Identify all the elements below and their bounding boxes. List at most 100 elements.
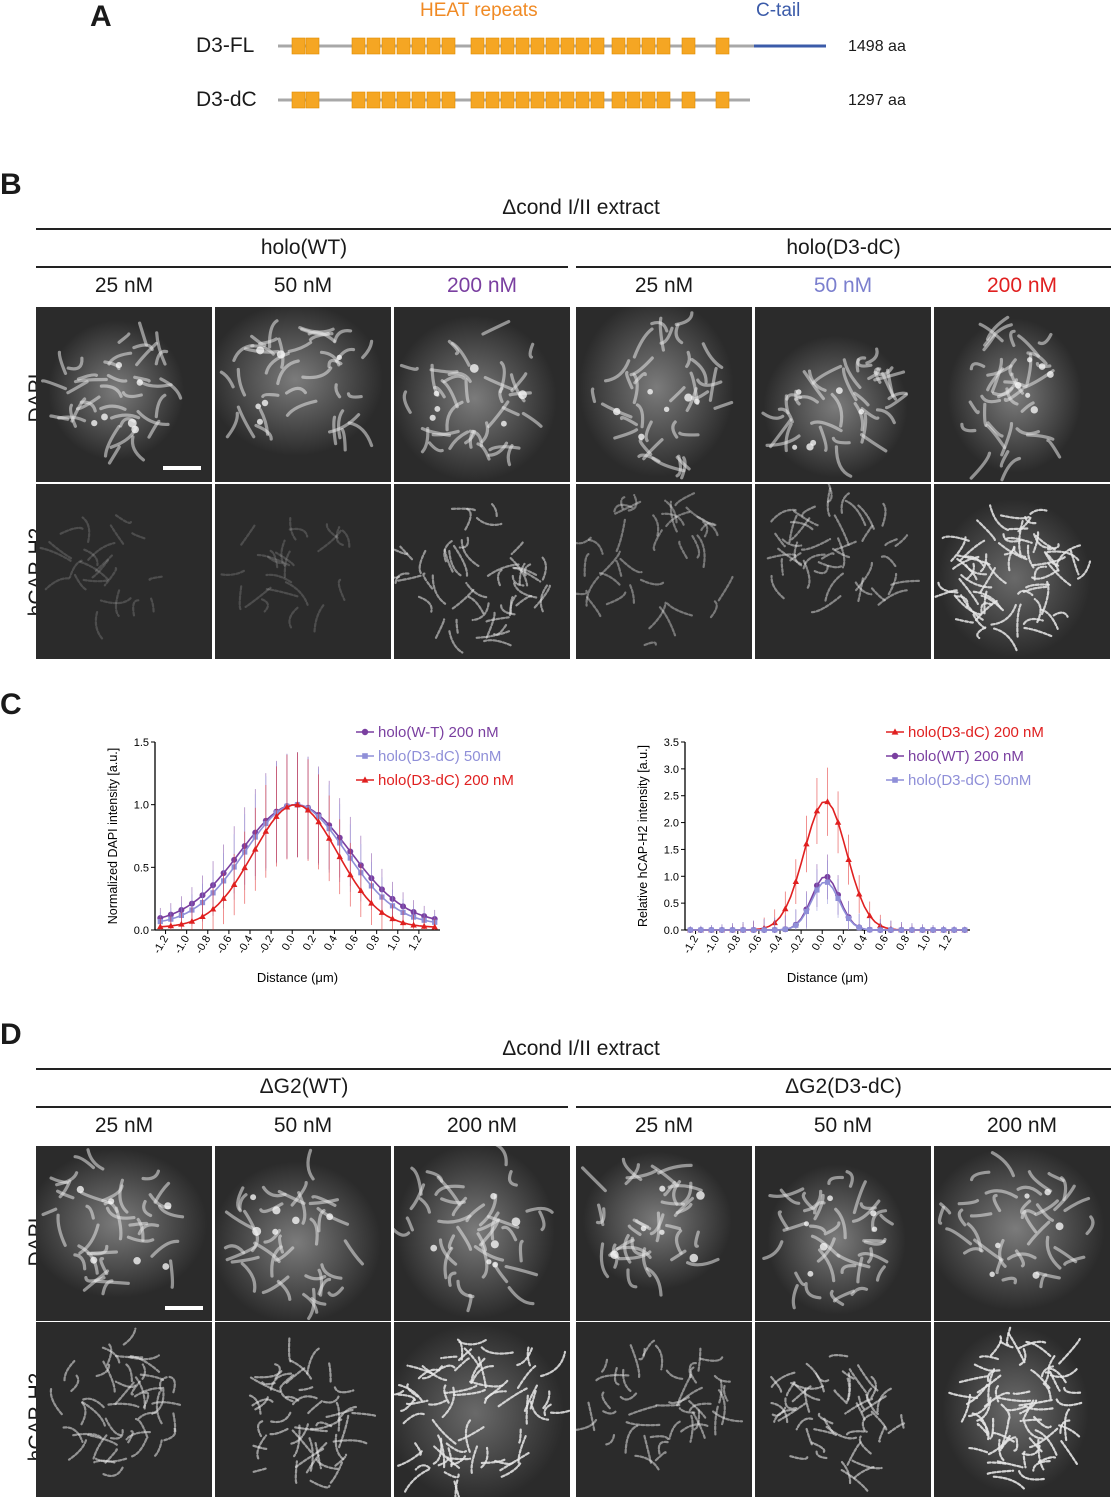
y-tick-label: 2.5 [664, 791, 679, 803]
heat-repeat-box [560, 37, 575, 55]
heat-repeat-box [381, 91, 396, 109]
b-concentration-label: 200 nM [986, 274, 1058, 297]
heat-repeats-label: HEAT repeats [420, 0, 538, 21]
y-tick-label: 0.5 [664, 898, 679, 910]
d-hcap-image [576, 1322, 752, 1497]
heat-repeat-box [305, 91, 320, 109]
panel-c-letter: C [0, 688, 22, 721]
data-point [867, 927, 873, 933]
x-tick-label: -0.6 [215, 934, 235, 956]
legend-entry: holo(WT) 200 nM [886, 748, 1024, 765]
panel-d-letter: D [0, 1018, 22, 1051]
heat-repeat-box [291, 91, 306, 109]
b-dapi-image [934, 307, 1110, 482]
y-tick-label: 1.5 [664, 844, 679, 856]
heat-repeat-box [470, 91, 485, 109]
data-point [751, 927, 757, 933]
b-hcap-image [934, 484, 1110, 659]
data-point [761, 927, 767, 933]
scale-bar [165, 1306, 203, 1310]
legend-label: holo(W-T) 200 nM [378, 724, 499, 741]
heat-repeat-box [575, 37, 590, 55]
y-tick-label: 3.0 [664, 764, 679, 776]
b-dapi-image [755, 307, 931, 482]
scale-bar [163, 466, 201, 470]
data-point [378, 909, 386, 915]
data-point [410, 921, 417, 928]
heat-repeat-boxes-dc [291, 91, 730, 109]
data-point [951, 927, 957, 933]
heat-repeat-box [590, 37, 605, 55]
data-point [283, 803, 291, 810]
data-point [803, 840, 810, 847]
b-concentration-label: 50 nM [273, 274, 333, 297]
heat-repeat-box [545, 91, 560, 109]
data-point [719, 927, 725, 933]
data-point [167, 922, 175, 929]
b-dapi-image [576, 307, 752, 482]
data-point [856, 925, 862, 931]
panel-b-dc-underline [576, 266, 1111, 268]
x-tick-label: 1.2 [936, 934, 954, 953]
data-point [855, 890, 863, 897]
series-2 [687, 860, 968, 933]
x-axis-label: Distance (μm) [787, 970, 868, 985]
d-hcap-image [215, 1322, 391, 1497]
heat-repeat-box [441, 91, 456, 109]
legend-label: holo(D3-dC) 50nM [908, 772, 1031, 789]
data-point [793, 922, 799, 928]
d-hcap-image [934, 1322, 1110, 1497]
x-tick-label: -0.2 [257, 934, 277, 956]
heat-repeat-box [426, 37, 441, 55]
x-tick-label: 0.6 [343, 934, 361, 953]
data-point [877, 927, 883, 933]
data-point [888, 927, 894, 933]
x-tick-label: -0.6 [745, 934, 765, 956]
panel-d-wt-underline [36, 1106, 568, 1108]
y-tick-label: 2.0 [664, 818, 679, 830]
legend-label: holo(WT) 200 nM [908, 748, 1024, 765]
heat-repeat-box [575, 91, 590, 109]
heat-repeat-box [590, 91, 605, 109]
heat-repeat-box [515, 37, 530, 55]
d-hcap-image [755, 1322, 931, 1497]
d-concentration-label: 50 nM [813, 1114, 873, 1137]
heat-repeat-box [626, 91, 641, 109]
heat-repeat-box [351, 91, 366, 109]
d-dapi-image [755, 1146, 931, 1321]
heat-repeat-box [500, 91, 515, 109]
d-concentration-label: 25 nM [94, 1114, 154, 1137]
data-point [813, 807, 821, 814]
d-hcap-image [394, 1322, 570, 1497]
b-dapi-image [215, 307, 391, 482]
data-point [898, 927, 904, 933]
x-tick-label: 0.8 [894, 934, 912, 953]
x-tick-label: 1.0 [915, 934, 933, 953]
panel-d-group-dc: ΔG2(D3-dC) [785, 1075, 902, 1098]
y-tick-label: 0.0 [134, 925, 149, 937]
construct-length-fl: 1498 aa [848, 38, 906, 55]
panel-b-group-wt: holo(WT) [260, 236, 348, 259]
heat-repeat-box [656, 91, 671, 109]
legend-entry: holo(D3-dC) 50nM [886, 772, 1031, 789]
data-point [347, 871, 354, 878]
legend-entry: holo(D3-dC) 50nM [356, 748, 501, 765]
heat-repeat-box [396, 91, 411, 109]
panel-d-divider [36, 1068, 1111, 1070]
c-tail-label: C-tail [756, 0, 801, 21]
d-dapi-image [215, 1146, 391, 1321]
heat-repeat-box [485, 37, 500, 55]
heat-repeat-box [366, 91, 381, 109]
data-point [941, 927, 947, 933]
data-point [241, 864, 248, 871]
x-tick-label: 0.8 [364, 934, 382, 953]
x-tick-label: 0.4 [322, 934, 340, 953]
panel-d-dc-underline [576, 1106, 1111, 1108]
data-point [273, 813, 280, 819]
legend-entry: holo(D3-dC) 200 nM [886, 724, 1044, 741]
y-axis-label: Relative hCAP-H2 intensity [a.u.] [636, 745, 650, 927]
legend-label: holo(D3-dC) 200 nM [378, 772, 514, 789]
heat-repeat-box [500, 37, 515, 55]
panel-b-divider [36, 228, 1111, 230]
heat-repeat-box [545, 37, 560, 55]
